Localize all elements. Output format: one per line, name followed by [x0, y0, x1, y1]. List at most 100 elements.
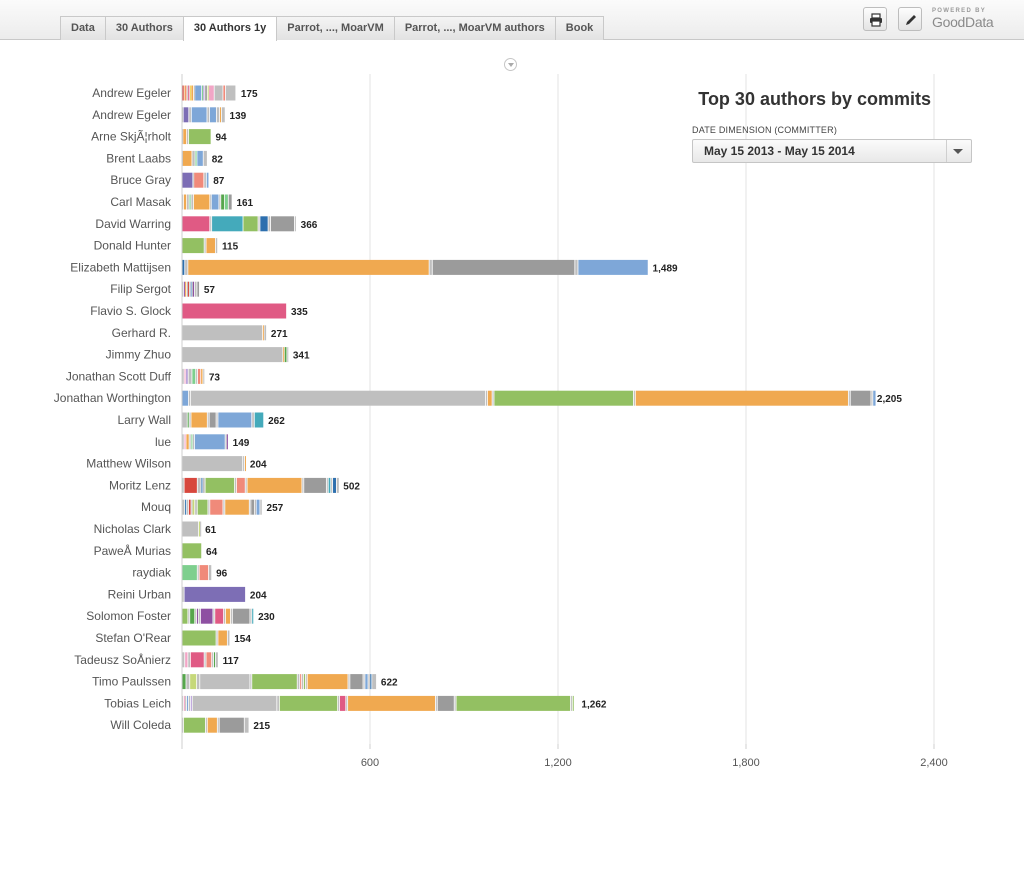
- bar-segment: [192, 368, 196, 384]
- bar-segment: [197, 674, 200, 690]
- bar-segment: [182, 281, 184, 297]
- data-label: 341: [293, 351, 310, 362]
- bar-segment: [182, 347, 283, 363]
- bar-segment: [223, 608, 226, 624]
- category-label: Andrew Egeler: [92, 108, 171, 122]
- bar-segment: [183, 129, 187, 145]
- bar-segment: [268, 216, 271, 232]
- edit-button[interactable]: [898, 7, 922, 31]
- tab-parrot-moarvm-authors[interactable]: Parrot, ..., MoarVM authors: [393, 16, 556, 40]
- bar-segment: [182, 325, 263, 341]
- bar-segment: [221, 194, 225, 210]
- bar-segment: [221, 107, 225, 123]
- category-label: Solomon Foster: [86, 609, 171, 623]
- bar-segment: [195, 499, 197, 515]
- bar-segment: [184, 368, 186, 384]
- bar-segment: [249, 499, 251, 515]
- bar-segment: [182, 674, 186, 690]
- data-label: 262: [268, 416, 285, 427]
- bar-segment: [186, 434, 189, 450]
- bar-segment: [236, 477, 245, 493]
- bar-segment: [202, 477, 205, 493]
- bar-segment: [207, 107, 210, 123]
- chevron-down-icon[interactable]: [504, 58, 517, 71]
- bar-segment: [216, 107, 220, 123]
- bar-segment: [193, 194, 210, 210]
- bar-segment: [365, 674, 368, 690]
- bar-segment: [372, 674, 377, 690]
- tab-30-authors-1y[interactable]: 30 Authors 1y: [182, 16, 278, 41]
- category-label: Filip Sergot: [110, 282, 171, 296]
- bar-segment: [213, 608, 215, 624]
- bar-segment: [225, 434, 227, 450]
- date-filter-dropdown[interactable]: May 15 2013 - May 15 2014: [692, 139, 972, 163]
- bar-segment: [192, 499, 195, 515]
- bar-segment: [191, 412, 207, 428]
- bar-segment: [206, 652, 212, 668]
- bar-segment: [188, 129, 211, 145]
- bar-segment: [232, 608, 250, 624]
- bar-segment: [200, 521, 202, 537]
- data-label: 149: [233, 438, 250, 449]
- bar-segment: [256, 499, 260, 515]
- bar-segment: [192, 281, 195, 297]
- bar-segment: [195, 150, 197, 166]
- category-label: Donald Hunter: [94, 239, 171, 253]
- dropdown-arrow-icon[interactable]: [946, 140, 971, 162]
- filter-label: DATE DIMENSION (COMMITTER): [692, 125, 838, 135]
- bar-segment: [208, 499, 210, 515]
- bar-segment: [432, 259, 575, 275]
- tab-parrot-moarvm[interactable]: Parrot, ..., MoarVM: [276, 16, 395, 40]
- bar-segment: [197, 565, 199, 581]
- bar-segment: [302, 674, 304, 690]
- category-label: Jonathan Scott Duff: [66, 369, 172, 383]
- bar-segment: [188, 608, 190, 624]
- bar-segment: [225, 85, 236, 101]
- category-label: Brent Laabs: [106, 151, 171, 165]
- bar-segment: [187, 85, 189, 101]
- bar-segment: [224, 194, 228, 210]
- print-button[interactable]: [863, 7, 887, 31]
- bar-segment: [192, 434, 195, 450]
- printer-icon: [870, 13, 882, 27]
- bar-segment: [200, 674, 250, 690]
- bar-segment: [190, 281, 192, 297]
- bar-segment: [207, 412, 209, 428]
- data-label: 94: [215, 133, 227, 144]
- bar-segment: [183, 695, 185, 711]
- category-label: Mouq: [141, 500, 171, 514]
- bar-segment: [217, 717, 219, 733]
- bar-segment: [203, 85, 205, 101]
- bar-segment: [190, 695, 192, 711]
- bar-segment: [195, 608, 197, 624]
- data-label: 622: [381, 678, 398, 689]
- bar-segment: [182, 717, 184, 733]
- bar-segment: [209, 412, 216, 428]
- tab-bar: Data 30 Authors 30 Authors 1y Parrot, ..…: [60, 16, 605, 41]
- bar-segment: [182, 172, 193, 188]
- bar-segment: [192, 695, 277, 711]
- bar-segment: [570, 695, 572, 711]
- bar-segment: [184, 434, 186, 450]
- data-label: 2,205: [877, 394, 902, 405]
- data-label: 366: [301, 220, 318, 231]
- bar-segment: [188, 499, 191, 515]
- bar-segment: [255, 499, 257, 515]
- bar-segment: [206, 238, 216, 254]
- bar-segment: [202, 85, 204, 101]
- bar-segment: [204, 652, 206, 668]
- bar-segment: [572, 695, 574, 711]
- bar-segment: [187, 499, 189, 515]
- bar-segment: [208, 85, 214, 101]
- bar-segment: [350, 674, 363, 690]
- bar-segment: [190, 85, 192, 101]
- bar-segment: [182, 238, 204, 254]
- bar-segment: [252, 608, 254, 624]
- category-label: Jimmy Zhuo: [106, 348, 172, 362]
- tab-book[interactable]: Book: [554, 16, 605, 40]
- bar-segment: [279, 695, 338, 711]
- category-label: Tadeusz SoÅnierz: [74, 652, 171, 667]
- category-label: Matthew Wilson: [86, 457, 171, 471]
- tab-data[interactable]: Data: [60, 16, 106, 40]
- bar-segment: [252, 674, 297, 690]
